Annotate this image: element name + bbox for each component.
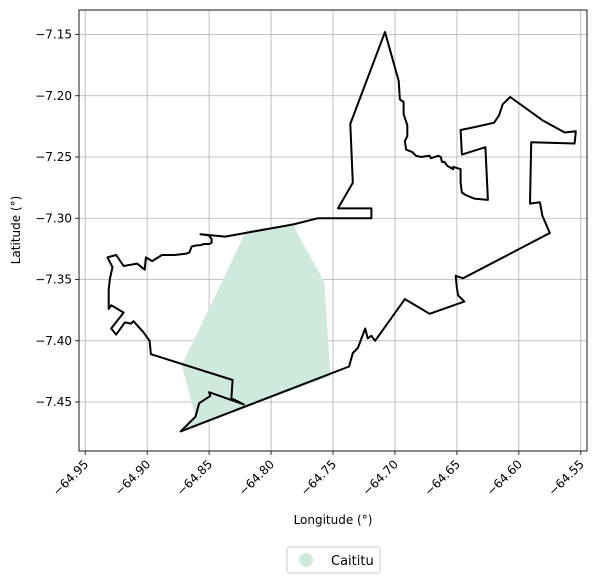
caititu-area-layer bbox=[180, 224, 331, 432]
municipality-boundary bbox=[106, 31, 577, 433]
legend-box bbox=[286, 546, 381, 574]
y-tick-label: −7.35 bbox=[35, 273, 72, 287]
x-tick-label: −64.55 bbox=[546, 457, 587, 498]
x-tick-label: −64.75 bbox=[298, 457, 339, 498]
x-axis-label: Longitude (°) bbox=[294, 513, 373, 527]
municipality-boundary-layer bbox=[106, 31, 577, 433]
y-tick-label: −7.25 bbox=[35, 150, 72, 164]
legend: Caititu bbox=[286, 546, 381, 574]
x-axis-ticks: −64.95 −64.90 −64.85 −64.80 −64.75 −64.70 −64.… bbox=[50, 451, 587, 499]
y-tick-label: −7.40 bbox=[35, 334, 72, 348]
y-tick-label: −7.30 bbox=[35, 211, 72, 225]
x-tick-label: −64.60 bbox=[484, 457, 525, 498]
grid-lines bbox=[79, 10, 587, 451]
plot-area bbox=[78, 9, 588, 452]
y-tick-label: −7.15 bbox=[35, 28, 72, 42]
y-tick-label: −7.20 bbox=[35, 89, 72, 103]
caititu-area bbox=[180, 224, 331, 432]
x-tick-label: −64.65 bbox=[422, 457, 463, 498]
x-tick-label: −64.85 bbox=[174, 457, 215, 498]
x-tick-label: −64.70 bbox=[360, 457, 401, 498]
x-tick-label: −64.95 bbox=[50, 457, 91, 498]
legend-marker-caititu bbox=[299, 553, 313, 567]
legend-label-caititu: Caititu bbox=[331, 554, 374, 569]
x-tick-label: −64.80 bbox=[236, 457, 277, 498]
y-tick-label: −7.45 bbox=[35, 395, 72, 409]
y-axis-label: Latitude (°) bbox=[9, 196, 23, 265]
y-axis-ticks: −7.15 −7.20 −7.25 −7.30 −7.35 −7.40 −7.45 bbox=[35, 28, 79, 409]
x-tick-label: −64.90 bbox=[112, 457, 153, 498]
